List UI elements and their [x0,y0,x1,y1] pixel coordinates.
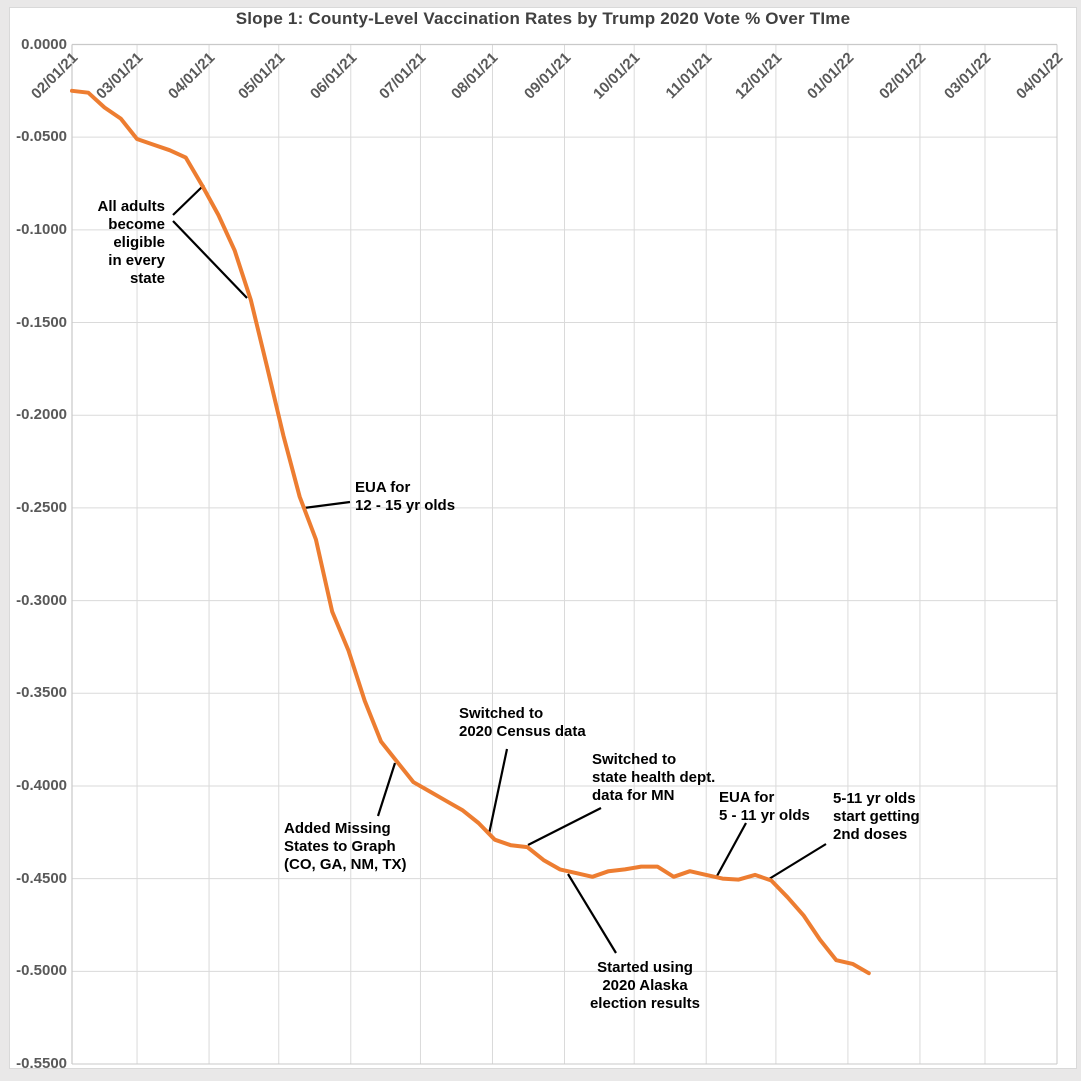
annotation-added-missing-states: Added Missing States to Graph (CO, GA, NM,… [284,820,504,874]
annotation-leader-line [172,184,205,216]
annotation-all-adults-eligible: All adults become eligible in every state [0,198,165,288]
annotation-line: 5 - 11 yr olds [719,807,810,824]
y-tick-label: -0.3500 [16,684,67,702]
annotation-switched-mn: Switched to state health dept. data for MN [592,751,812,805]
annotation-line: Switched to [459,705,544,722]
annotation-line: 2020 Alaska [602,977,688,994]
annotation-line: become [108,216,165,233]
annotation-line: 12 - 15 yr olds [355,497,456,514]
y-tick-label: -0.1000 [16,220,67,238]
annotation-line: state health dept. [592,769,716,786]
chart-title: Slope 1: County-Level Vaccination Rates … [235,9,851,28]
annotation-leader-line [716,822,747,877]
annotation-leader-line [487,748,509,835]
annotation-line: data for MN [592,787,675,804]
annotation-leader-line [376,762,397,817]
y-tick-label: -0.4000 [16,776,67,794]
y-tick-label: -0.2500 [16,498,67,516]
annotation-line: Added Missing [284,820,391,837]
annotation-eua-5-11: EUA for 5 - 11 yr olds [719,789,939,825]
annotation-line: election results [589,995,701,1012]
annotation-line: EUA for [355,479,411,496]
annotation-second-doses-5-11: 5-11 yr olds start getting 2nd doses [833,790,1053,844]
annotation-line: start getting [833,808,920,825]
annotation-line: 2nd doses [833,826,908,843]
annotation-line: All adults [97,198,165,215]
annotation-leader-line [172,220,248,299]
chart-surface [9,7,1077,1069]
annotation-switched-census: Switched to 2020 Census data [459,705,679,741]
annotation-line: eligible [113,234,165,251]
annotation-leader-line [303,500,351,510]
annotation-leader-line [768,843,827,880]
y-tick-label: -0.5000 [16,962,67,980]
annotation-leader-line [567,873,617,954]
annotation-eua-12-15: EUA for 12 - 15 yr olds [355,479,575,515]
annotation-line: (CO, GA, NM, TX) [284,856,407,873]
series-line [70,88,871,976]
y-tick-label: -0.3000 [16,591,67,609]
annotation-line: in every [108,252,165,269]
y-tick-label: -0.4500 [16,869,67,887]
annotation-line: Started using [597,959,693,976]
y-tick-label: -0.5500 [16,1055,67,1072]
annotation-line: EUA for [719,789,775,806]
y-tick-label: 0.0000 [21,35,67,53]
annotation-line: state [129,270,165,287]
annotation-alaska-results: Started using 2020 Alaska election results [535,959,755,1013]
y-tick-label: -0.0500 [16,128,67,146]
annotation-line: Switched to [592,751,677,768]
y-tick-label: -0.2000 [16,406,67,424]
annotation-line: 2020 Census data [459,723,586,740]
annotation-leader-line [527,807,602,846]
annotation-line: States to Graph [284,838,396,855]
y-tick-label: -0.1500 [16,313,67,331]
annotation-line: 5-11 yr olds [833,790,916,807]
